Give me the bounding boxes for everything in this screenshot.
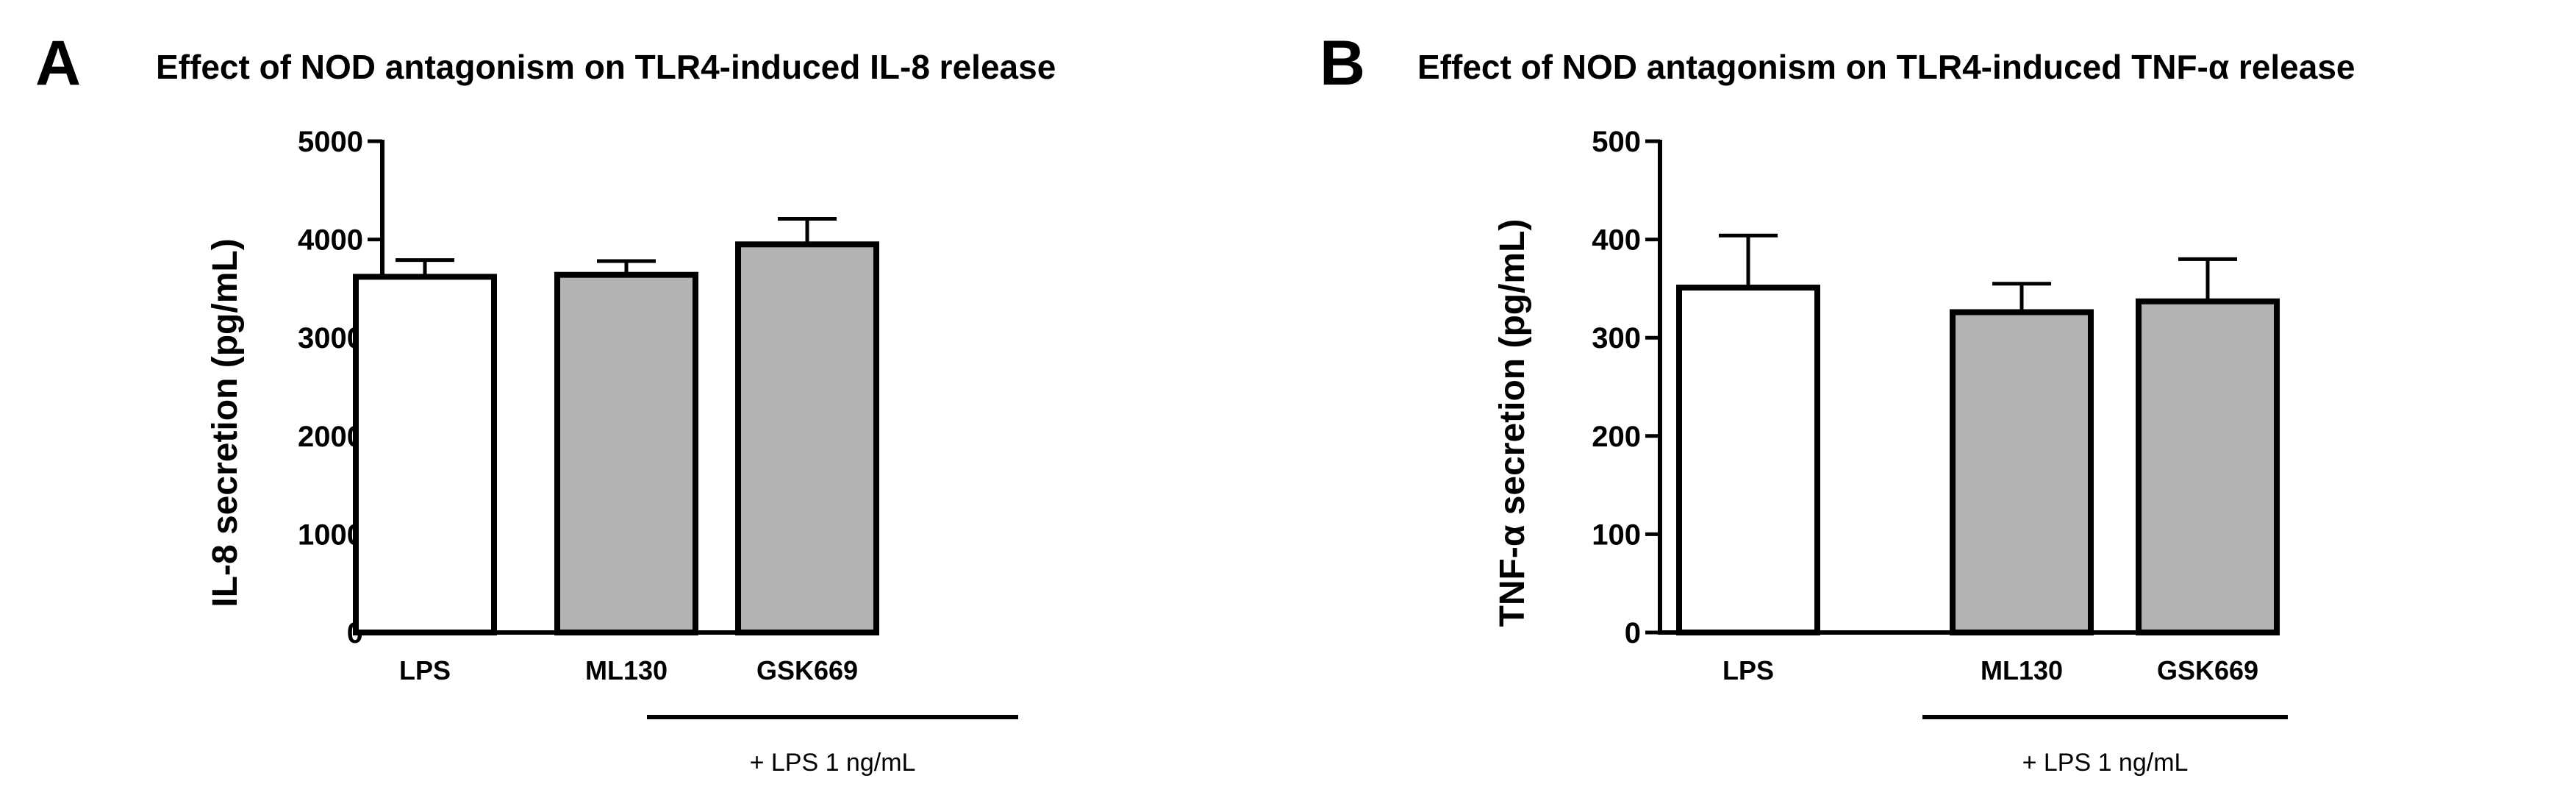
panel-a-category-label: GSK669 bbox=[756, 655, 858, 685]
panel-a-category-label: ML130 bbox=[585, 655, 668, 685]
panel-b-y-axis-label: TNF-α secretion (pg/mL) bbox=[1493, 219, 1532, 627]
panel-a-y-tick-label: 3000 bbox=[298, 322, 363, 354]
panel-b-y-tick-label: 100 bbox=[1592, 518, 1641, 551]
panel-b-category-label: GSK669 bbox=[2157, 655, 2258, 685]
panel-b-bar-ml130 bbox=[1950, 309, 2094, 635]
panel-a-y-tick-label: 5000 bbox=[298, 126, 363, 158]
panel-letter-b: B bbox=[1320, 28, 1365, 99]
panel-b-group-label: + LPS 1 ng/mL bbox=[2022, 749, 2189, 777]
panel-letter-a: A bbox=[35, 28, 81, 99]
panel-a-group-label: + LPS 1 ng/mL bbox=[750, 749, 916, 777]
panel-a-category-labels: LPS ML130 GSK669 bbox=[399, 655, 858, 685]
panel-a-group-bracket: + LPS 1 ng/mL bbox=[647, 715, 1018, 777]
panel-b-group-bracket: + LPS 1 ng/mL bbox=[1922, 715, 2288, 777]
panel-a-y-tick-label: 1000 bbox=[298, 518, 363, 551]
panel-b-y-tick-label: 500 bbox=[1592, 126, 1641, 158]
panel-b-y-tick-label: 0 bbox=[1625, 617, 1641, 649]
panel-b-category-labels: LPS ML130 GSK669 bbox=[1722, 655, 2258, 685]
panel-b-y-tick-label: 400 bbox=[1592, 224, 1641, 257]
panel-a-bar-gsk669 bbox=[735, 241, 879, 635]
panel-a-title: Effect of NOD antagonism on TLR4-induced… bbox=[156, 48, 1056, 86]
panel-a-bar-ml130 bbox=[554, 271, 698, 635]
panel-b-category-label: ML130 bbox=[1981, 655, 2063, 685]
panel-a-y-tick-label: 4000 bbox=[298, 224, 363, 257]
panel-a-bar-lps bbox=[353, 274, 497, 635]
panel-b-title: Effect of NOD antagonism on TLR4-induced… bbox=[1417, 48, 2355, 86]
panel-a-category-label: LPS bbox=[399, 655, 451, 685]
panel-b-bar-gsk669 bbox=[2136, 298, 2280, 635]
panel-b-category-label: LPS bbox=[1722, 655, 1774, 685]
panel-b-bars bbox=[1676, 233, 2280, 635]
panel-a-bars bbox=[353, 217, 879, 635]
panel-b: B Effect of NOD antagonism on TLR4-induc… bbox=[1320, 28, 2355, 777]
panel-a-y-axis-label: IL-8 secretion (pg/mL) bbox=[206, 238, 245, 607]
panel-b-bar-lps bbox=[1676, 285, 1820, 635]
panel-b-y-tick-label: 300 bbox=[1592, 322, 1641, 354]
panel-a-y-tick-label: 2000 bbox=[298, 421, 363, 453]
panel-a: A Effect of NOD antagonism on TLR4-induc… bbox=[35, 28, 1056, 777]
panel-b-y-tick-label: 200 bbox=[1592, 421, 1641, 453]
